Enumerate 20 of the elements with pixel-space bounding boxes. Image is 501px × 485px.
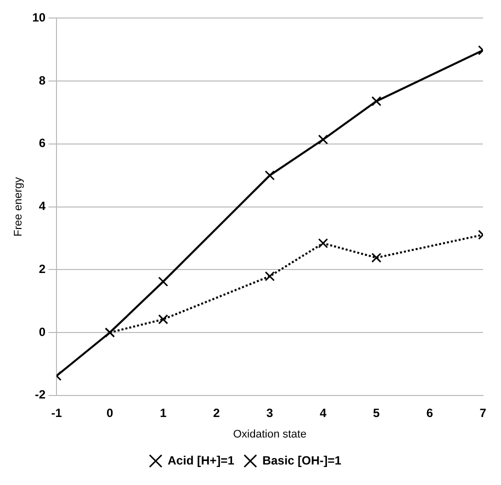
legend-label: Basic [OH-]=1: [262, 453, 342, 468]
x-tick-label: 3: [266, 406, 274, 420]
y-tick-label: -2: [34, 388, 46, 402]
y-tick-label: 4: [38, 199, 46, 214]
x-tick-label: 1: [160, 406, 167, 420]
y-tick-label: 0: [38, 324, 46, 339]
x-tick-label: 0: [106, 406, 114, 420]
x-tick-label: -1: [51, 406, 62, 420]
y-tick-label: 8: [38, 73, 46, 88]
x-tick-label: 4: [320, 406, 327, 420]
y-axis-title: Free energy: [12, 176, 25, 236]
x-axis-title: Oxidation state: [233, 428, 306, 440]
y-tick-label: 10: [32, 10, 46, 25]
legend-label: Acid [H+]=1: [168, 453, 235, 468]
y-tick-label: 2: [38, 262, 46, 276]
x-tick-label: 5: [373, 406, 380, 420]
y-tick-label: 6: [38, 136, 46, 150]
x-tick-label: 7: [480, 406, 487, 420]
x-tick-label: 2: [213, 406, 220, 420]
x-tick-label: 6: [426, 406, 434, 420]
